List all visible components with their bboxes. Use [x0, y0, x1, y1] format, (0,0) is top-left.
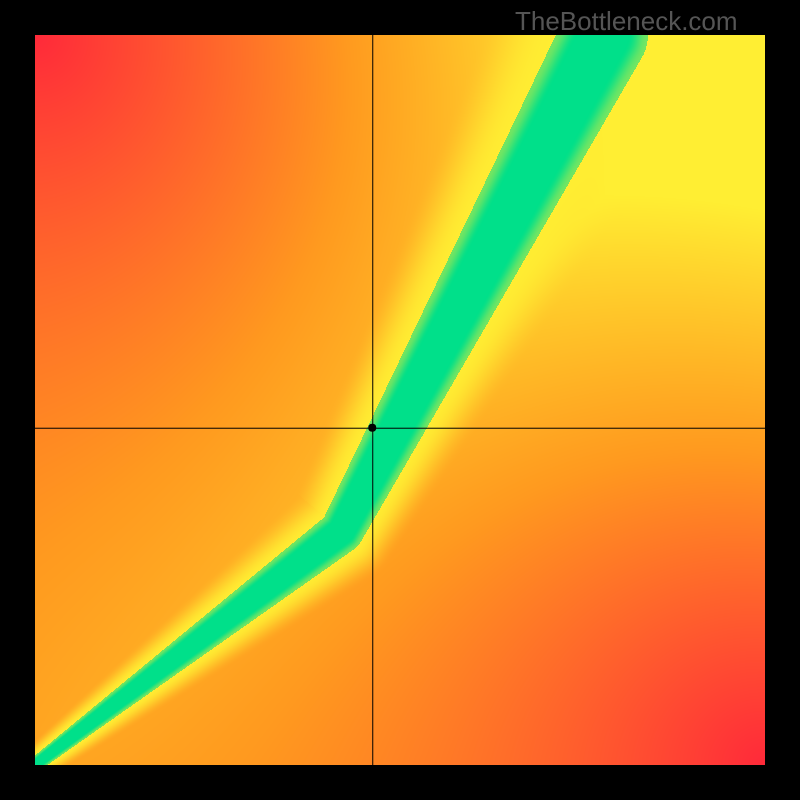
chart-stage: TheBottleneck.com: [0, 0, 800, 800]
bottleneck-heatmap-canvas: [0, 0, 800, 800]
watermark-text: TheBottleneck.com: [515, 6, 738, 37]
